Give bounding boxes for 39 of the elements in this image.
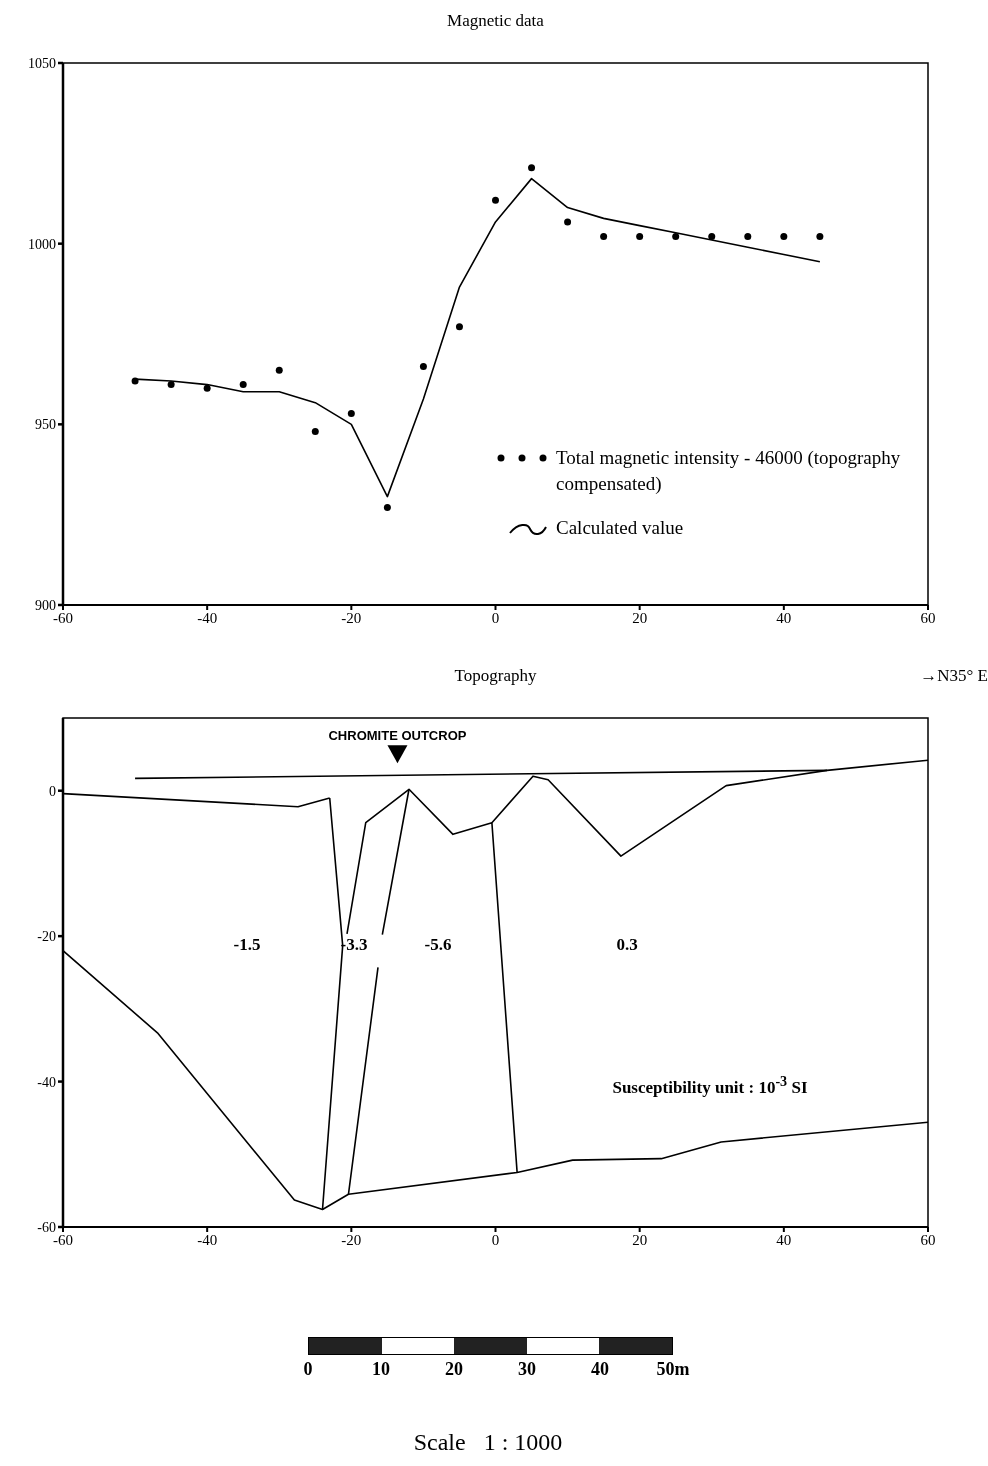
y-tick-label: 900 bbox=[35, 597, 56, 613]
text: Scale 1 : 1000 bbox=[412, 1429, 564, 1456]
y-tick-label: -40 bbox=[37, 1074, 56, 1090]
x-tick-label: 60 bbox=[920, 609, 936, 626]
chart-title: Topography bbox=[454, 666, 537, 685]
x-tick-label: -60 bbox=[53, 1231, 73, 1248]
x-tick-label: -40 bbox=[197, 1231, 218, 1248]
text: 50m bbox=[655, 1359, 691, 1380]
y-tick-label: -60 bbox=[37, 1219, 56, 1235]
y-tick-label: -20 bbox=[37, 929, 56, 945]
x-tick-label: 20 bbox=[632, 1231, 648, 1248]
y-tick-label: 1050 bbox=[28, 55, 56, 71]
y-tick-label: 0 bbox=[49, 783, 56, 799]
x-tick-label: 40 bbox=[776, 1231, 792, 1248]
x-tick-label: 20 bbox=[632, 609, 648, 626]
text: 20 bbox=[444, 1359, 464, 1380]
y-tick-label: 1000 bbox=[28, 236, 56, 252]
legend-label: Total magnetic intensity - 46000 (topography compensated) bbox=[556, 446, 902, 496]
annotation: -1.5 bbox=[233, 935, 261, 954]
series-label: CHROMITE OUTCROP bbox=[328, 728, 467, 744]
annotation: -5.6 bbox=[424, 935, 452, 954]
text: 30 bbox=[517, 1359, 537, 1380]
chart-title: Magnetic data bbox=[446, 11, 545, 31]
x-tick-label: -20 bbox=[341, 609, 362, 626]
x-tick-label: 40 bbox=[776, 609, 792, 626]
x-tick-label: 0 bbox=[491, 1231, 500, 1248]
text: 0 bbox=[302, 1359, 314, 1380]
text: →N35° E bbox=[920, 666, 988, 686]
x-tick-label: 0 bbox=[491, 609, 500, 626]
x-tick-label: -60 bbox=[53, 609, 73, 626]
y-tick-label: 950 bbox=[35, 417, 56, 433]
annotation: 0.3 bbox=[616, 935, 638, 954]
x-tick-label: -40 bbox=[197, 609, 218, 626]
annotation: Susceptibility unit : 10$^{-3}$ SI bbox=[611, 1073, 809, 1098]
x-tick-label: -20 bbox=[341, 1231, 362, 1248]
x-tick-label: 60 bbox=[920, 1231, 936, 1248]
legend-label: Calculated value bbox=[556, 516, 685, 540]
text: 10 bbox=[371, 1359, 391, 1380]
text: 40 bbox=[590, 1359, 610, 1380]
